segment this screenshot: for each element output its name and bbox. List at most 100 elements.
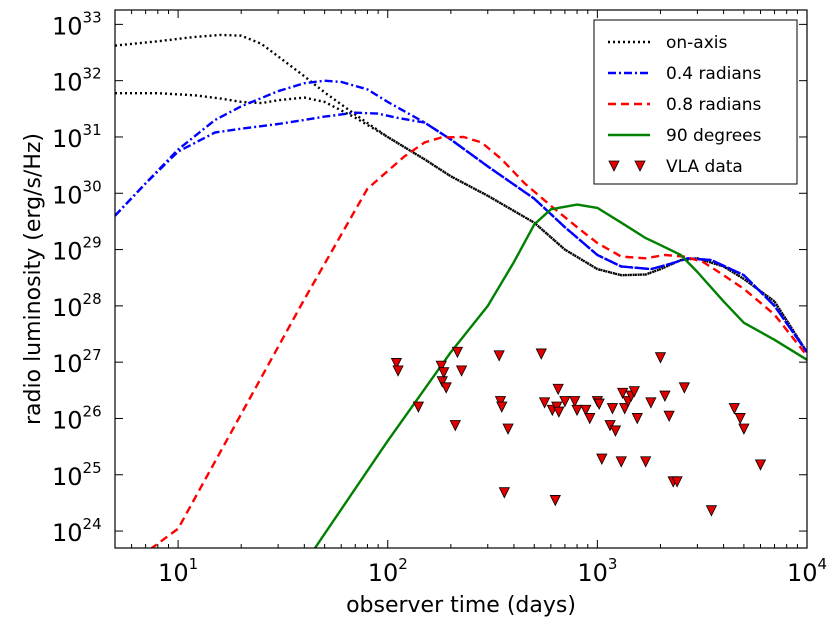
vla-data-point xyxy=(438,367,450,379)
x-tick-label: 103 xyxy=(577,555,617,587)
vla-data-point xyxy=(440,382,452,394)
vla-data-point xyxy=(535,348,547,360)
vla-data-point xyxy=(553,406,565,418)
tick-exponent: 3 xyxy=(608,555,618,573)
y-tick-label: 1033 xyxy=(52,8,102,40)
x-tick-label: 101 xyxy=(158,555,198,587)
vla-data-point xyxy=(392,365,404,377)
tick-base: 10 xyxy=(52,12,83,40)
vla-data-point xyxy=(754,459,767,471)
legend-label: 0.4 radians xyxy=(666,64,762,84)
vla-data-point xyxy=(734,413,746,425)
legend-label: on-axis xyxy=(666,33,728,53)
vla-data-point xyxy=(596,453,608,465)
legend-box xyxy=(593,19,798,185)
tick-base: 10 xyxy=(52,125,83,153)
vla-data-point xyxy=(654,352,667,364)
vla-data-markers xyxy=(390,346,767,517)
x-tick-label: 102 xyxy=(368,555,408,587)
tick-exponent: 32 xyxy=(83,65,102,83)
legend-label: 90 degrees xyxy=(666,126,762,146)
vla-data-point xyxy=(659,390,671,402)
vla-data-point xyxy=(609,425,622,437)
y-tick-label: 1032 xyxy=(52,65,102,97)
x-axis-label: observer time (days) xyxy=(346,593,576,618)
tick-exponent: 31 xyxy=(83,121,102,139)
vla-data-point xyxy=(678,382,691,394)
series-line-4 xyxy=(150,135,807,548)
tick-exponent: 30 xyxy=(83,177,102,195)
vla-data-point xyxy=(412,401,425,413)
vla-data-point xyxy=(390,358,403,370)
tick-exponent: 4 xyxy=(818,555,828,573)
y-tick-label: 1025 xyxy=(52,459,102,491)
vla-data-point xyxy=(728,403,740,415)
vla-data-point xyxy=(455,365,468,377)
vla-data-point xyxy=(569,396,581,408)
tick-exponent: 33 xyxy=(83,8,102,26)
x-tick-labels: 101 102 103 104 xyxy=(158,555,827,587)
vla-data-point xyxy=(640,456,652,468)
vla-data-point xyxy=(451,346,464,359)
plot-frame xyxy=(114,9,808,549)
tick-exponent: 1 xyxy=(189,555,199,573)
vla-data-point xyxy=(549,495,561,507)
y-tick-label: 1030 xyxy=(52,177,102,209)
tick-base: 10 xyxy=(52,406,83,434)
tick-base: 10 xyxy=(158,559,189,587)
tick-base: 10 xyxy=(577,559,608,587)
series-line-5 xyxy=(314,203,807,548)
tick-base: 10 xyxy=(368,559,399,587)
vla-data-point xyxy=(705,505,718,517)
legend-marker xyxy=(608,160,620,172)
tick-base: 10 xyxy=(52,69,83,97)
y-tick-label: 1027 xyxy=(52,346,102,378)
y-tick-label: 1028 xyxy=(52,290,102,322)
vla-data-point xyxy=(615,456,627,468)
vla-data-point xyxy=(493,350,505,362)
y-axis-label: radio luminosity (erg/s/Hz) xyxy=(21,133,46,425)
curves xyxy=(115,33,807,548)
vla-data-point xyxy=(671,476,683,488)
vla-data-point xyxy=(571,404,583,417)
tick-base: 10 xyxy=(52,519,83,547)
tick-exponent: 25 xyxy=(83,459,102,477)
y-tick-label: 1026 xyxy=(52,402,102,434)
tick-exponent: 2 xyxy=(398,555,408,573)
vla-data-point xyxy=(628,386,640,398)
vla-data-point xyxy=(498,487,511,499)
vla-data-point xyxy=(494,396,507,408)
tick-base: 10 xyxy=(52,463,83,491)
y-tick-label: 1029 xyxy=(52,234,102,266)
vla-data-point xyxy=(435,360,447,373)
legend: on-axis 0.4 radians 0.8 radians 90 degrees V… xyxy=(593,19,798,185)
tick-exponent: 28 xyxy=(83,290,102,308)
tick-base: 10 xyxy=(52,238,83,266)
series-line-1 xyxy=(115,92,807,353)
legend-label: 0.8 radians xyxy=(666,95,762,115)
vla-data-point xyxy=(559,396,571,408)
x-tick-label: 104 xyxy=(787,555,827,587)
tick-base: 10 xyxy=(787,559,818,587)
axis-ticks xyxy=(114,10,808,548)
vla-data-point xyxy=(436,376,448,388)
legend-label: VLA data xyxy=(666,157,743,177)
vla-data-point xyxy=(606,403,619,415)
tick-base: 10 xyxy=(52,181,83,209)
vla-data-point xyxy=(496,401,508,413)
y-tick-label: 1024 xyxy=(52,515,102,547)
tick-exponent: 27 xyxy=(83,346,102,364)
vla-data-point xyxy=(593,398,605,410)
series-line-3 xyxy=(115,111,807,353)
vla-data-point xyxy=(631,413,643,425)
vla-data-point xyxy=(502,423,514,435)
vla-data-point xyxy=(619,403,631,415)
tick-base: 10 xyxy=(52,294,83,322)
vla-data-point xyxy=(645,397,657,409)
tick-exponent: 26 xyxy=(83,402,102,420)
tick-exponent: 24 xyxy=(83,515,102,533)
vla-data-point xyxy=(616,387,629,400)
tick-base: 10 xyxy=(52,350,83,378)
